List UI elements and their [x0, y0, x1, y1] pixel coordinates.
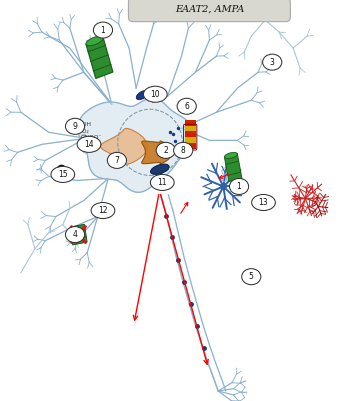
Ellipse shape — [230, 178, 248, 194]
Text: 1: 1 — [101, 26, 105, 34]
Ellipse shape — [150, 174, 174, 190]
Text: 5: 5 — [249, 272, 254, 281]
Polygon shape — [142, 141, 172, 164]
Text: 7: 7 — [114, 156, 119, 165]
FancyBboxPatch shape — [185, 119, 196, 126]
Ellipse shape — [177, 98, 196, 114]
Text: 10: 10 — [150, 90, 160, 99]
Text: 8: 8 — [181, 146, 186, 155]
Ellipse shape — [143, 86, 167, 102]
Ellipse shape — [136, 91, 149, 99]
FancyBboxPatch shape — [128, 0, 290, 22]
FancyBboxPatch shape — [185, 137, 196, 143]
Ellipse shape — [107, 152, 126, 168]
Text: 1: 1 — [237, 182, 242, 191]
Ellipse shape — [77, 136, 101, 152]
Ellipse shape — [91, 203, 115, 219]
Ellipse shape — [174, 142, 193, 158]
Ellipse shape — [156, 142, 175, 158]
Text: 2: 2 — [163, 146, 168, 155]
Text: ·OH
·O₂
ONOO⁻
·NO: ·OH ·O₂ ONOO⁻ ·NO — [80, 122, 102, 146]
Text: 6: 6 — [184, 102, 189, 111]
Polygon shape — [101, 128, 147, 164]
FancyBboxPatch shape — [185, 132, 196, 137]
Polygon shape — [224, 154, 242, 181]
Ellipse shape — [224, 152, 237, 158]
Polygon shape — [78, 98, 194, 192]
Ellipse shape — [51, 166, 75, 182]
Text: EAAT2, AMPA: EAAT2, AMPA — [175, 5, 244, 14]
FancyBboxPatch shape — [185, 143, 196, 149]
Ellipse shape — [242, 269, 261, 285]
Ellipse shape — [86, 36, 103, 46]
Polygon shape — [86, 38, 113, 79]
Ellipse shape — [262, 54, 282, 70]
Ellipse shape — [150, 164, 169, 174]
Ellipse shape — [94, 22, 112, 38]
Text: 13: 13 — [259, 198, 268, 207]
Ellipse shape — [66, 227, 84, 243]
Text: 12: 12 — [98, 206, 108, 215]
Text: 4: 4 — [73, 230, 77, 239]
FancyBboxPatch shape — [185, 126, 196, 132]
Text: 11: 11 — [157, 178, 167, 187]
Text: 9: 9 — [73, 122, 77, 131]
Text: 15: 15 — [58, 170, 68, 179]
Ellipse shape — [66, 118, 84, 134]
Polygon shape — [70, 224, 87, 245]
Text: 3: 3 — [270, 58, 275, 67]
Text: 14: 14 — [84, 140, 94, 149]
Ellipse shape — [252, 194, 275, 211]
